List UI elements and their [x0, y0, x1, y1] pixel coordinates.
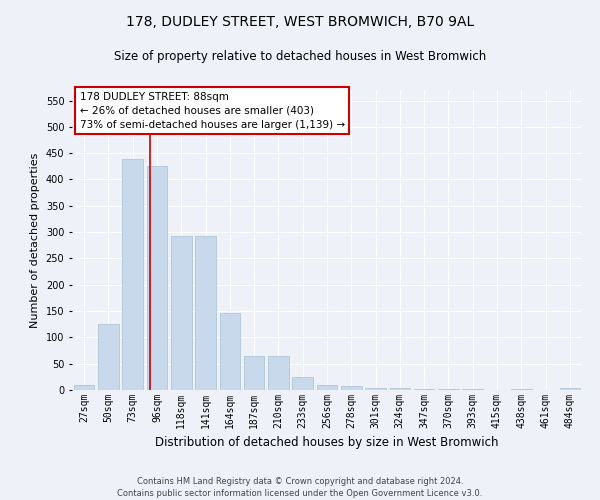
Bar [292, 377, 313, 390]
Y-axis label: Number of detached properties: Number of detached properties [30, 152, 40, 328]
Bar [244, 356, 265, 390]
Text: Contains HM Land Registry data © Crown copyright and database right 2024.
Contai: Contains HM Land Registry data © Crown c… [118, 476, 482, 498]
Text: 178 DUDLEY STREET: 88sqm
← 26% of detached houses are smaller (403)
73% of semi-: 178 DUDLEY STREET: 88sqm ← 26% of detach… [80, 92, 345, 130]
Bar [414, 389, 434, 390]
Bar [560, 388, 580, 390]
Bar [122, 160, 143, 390]
Bar [341, 386, 362, 390]
Bar [220, 312, 240, 390]
Bar [195, 236, 216, 390]
Bar [389, 388, 410, 390]
Text: Size of property relative to detached houses in West Bromwich: Size of property relative to detached ho… [114, 50, 486, 63]
Bar [268, 356, 289, 390]
Bar [98, 324, 119, 390]
Bar [171, 236, 191, 390]
Bar [74, 384, 94, 390]
Bar [146, 166, 167, 390]
Text: 178, DUDLEY STREET, WEST BROMWICH, B70 9AL: 178, DUDLEY STREET, WEST BROMWICH, B70 9… [126, 15, 474, 29]
X-axis label: Distribution of detached houses by size in West Bromwich: Distribution of detached houses by size … [155, 436, 499, 450]
Bar [365, 388, 386, 390]
Bar [317, 384, 337, 390]
